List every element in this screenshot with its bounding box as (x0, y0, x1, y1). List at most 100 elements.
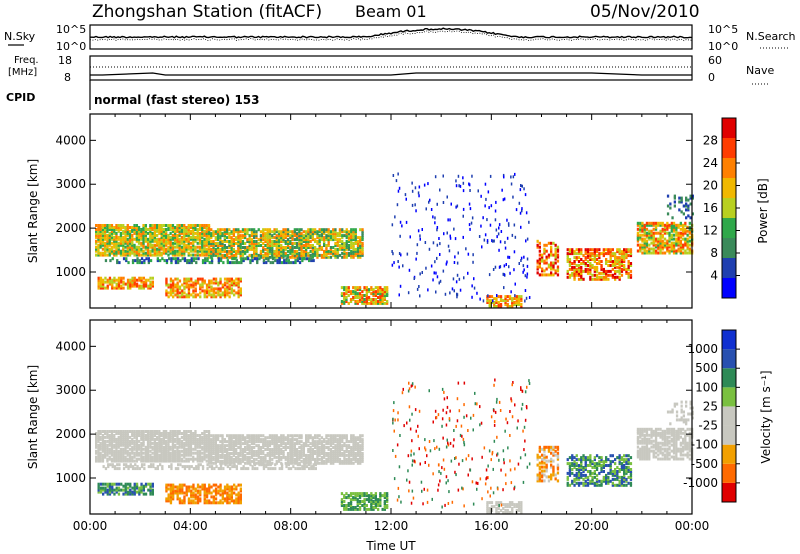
echo-cell (174, 285, 177, 289)
echo-cell (149, 235, 152, 239)
echo-cell (192, 259, 196, 263)
echo-cell (589, 256, 592, 260)
echo-cell (160, 449, 163, 453)
echo-cell (133, 453, 136, 457)
echo-cell (226, 293, 229, 297)
echo-cell (278, 259, 281, 263)
echo-cell (140, 490, 143, 494)
echo-cell (618, 271, 621, 275)
echo-cell (300, 253, 303, 257)
echo-cell (153, 229, 156, 233)
echo-cell (250, 240, 254, 243)
echo-cell (140, 441, 143, 445)
echo-cell (110, 226, 114, 229)
echo-cell (120, 280, 123, 284)
echo-cell (295, 438, 299, 442)
echo-cell (293, 438, 296, 442)
echo-cell (149, 439, 152, 443)
echo-cell (616, 260, 619, 263)
echo-cell (248, 434, 251, 438)
echo-cell (115, 486, 118, 490)
echo-cell (232, 459, 235, 463)
echo-cell (334, 459, 337, 463)
echo-cell (291, 434, 294, 438)
echo-cell (584, 267, 587, 271)
echo-cell (156, 451, 159, 455)
echo-cell (97, 443, 100, 447)
echo-cell (221, 244, 224, 247)
echo-cell (239, 238, 242, 242)
echo-cell (219, 259, 223, 263)
echo-cell (338, 234, 342, 238)
echo-cell (352, 247, 355, 251)
echo-cell (352, 232, 355, 236)
echo-cell (97, 278, 100, 282)
echo-cell (271, 246, 274, 249)
echo-cell (273, 253, 276, 257)
echo-cell (149, 243, 152, 247)
echo-cell (113, 434, 116, 437)
echo-cell (682, 247, 685, 251)
echo-cell (332, 230, 335, 234)
echo-cell (160, 229, 163, 233)
echo-cell (550, 247, 553, 251)
echo-cell (545, 273, 548, 277)
echo-cell (508, 255, 511, 259)
echo-cell (550, 261, 553, 265)
nsky-label: N.Sky (4, 30, 36, 43)
echo-cell (391, 223, 394, 227)
echo-cell (396, 203, 399, 207)
echo-cell (176, 243, 179, 247)
echo-cell (293, 234, 296, 238)
echo-cell (131, 282, 134, 286)
echo-cell (670, 227, 673, 231)
echo-cell (668, 239, 671, 243)
echo-cell (255, 236, 258, 240)
echo-cell (566, 271, 569, 275)
echo-cell (367, 301, 371, 305)
echo-cell (286, 246, 290, 249)
echo-cell (144, 492, 148, 496)
echo-cell (194, 226, 197, 229)
echo-cell (554, 243, 557, 247)
echo-cell (470, 221, 473, 225)
echo-cell (228, 251, 231, 255)
echo-cell (208, 261, 211, 265)
echo-cell (119, 253, 123, 257)
echo-cell (232, 440, 235, 444)
echo-cell (365, 288, 368, 292)
echo-cell (370, 300, 373, 303)
echo-cell (165, 487, 168, 491)
echo-cell (124, 435, 127, 439)
echo-cell (113, 239, 116, 243)
echo-cell (262, 236, 265, 240)
echo-cell (686, 229, 689, 233)
echo-cell (343, 442, 346, 446)
echo-cell (490, 301, 494, 304)
echo-cell (543, 269, 546, 273)
echo-cell (196, 279, 200, 283)
echo-cell (208, 289, 211, 293)
echo-cell (101, 247, 105, 251)
echo-cell (185, 449, 188, 453)
echo-cell (347, 251, 351, 255)
echo-cell (386, 286, 389, 290)
echo-cell (241, 240, 245, 243)
echo-cell (334, 446, 337, 449)
echo-cell (153, 224, 156, 227)
echo-cell (108, 253, 111, 257)
echo-cell (146, 231, 150, 235)
echo-cell (350, 255, 353, 259)
echo-cell (219, 249, 222, 253)
echo-cell (323, 255, 326, 259)
echo-cell (293, 238, 296, 242)
echo-cell (106, 482, 109, 486)
echo-cell (504, 295, 507, 299)
echo-cell (341, 459, 344, 463)
echo-cell (406, 252, 409, 256)
echo-cell (320, 450, 324, 453)
echo-cell (115, 432, 118, 435)
echo-cell (302, 240, 305, 243)
echo-cell (122, 492, 125, 496)
echo-cell (240, 261, 243, 265)
